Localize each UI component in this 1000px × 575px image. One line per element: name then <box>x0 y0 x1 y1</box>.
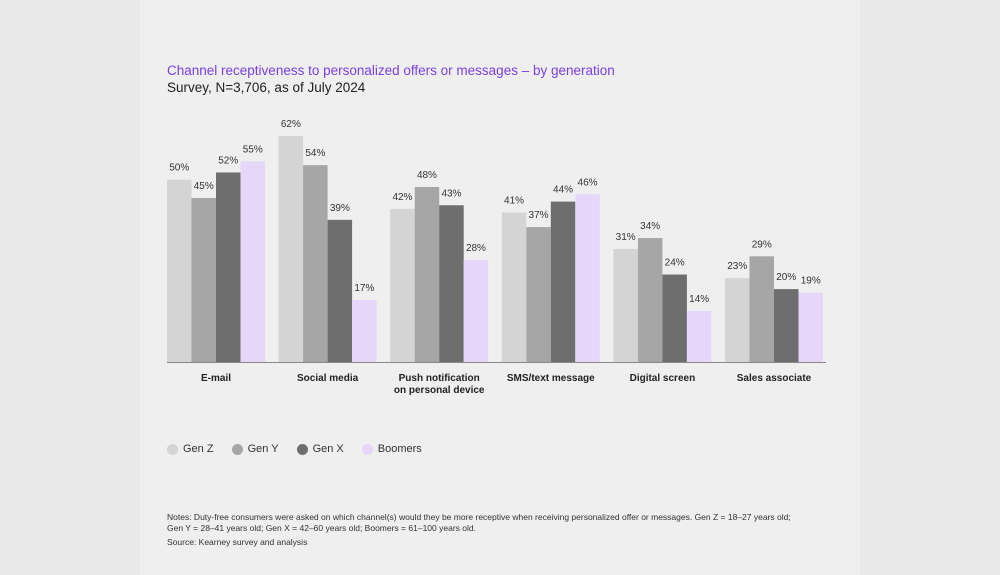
data-label: 45% <box>194 181 214 192</box>
bar-gen-y-3 <box>526 227 551 362</box>
data-label: 24% <box>665 258 685 269</box>
bar-boomers-0 <box>240 161 265 362</box>
legend-label: Gen Y <box>247 443 279 455</box>
data-label: 29% <box>752 239 772 250</box>
legend-swatch <box>361 443 373 455</box>
category-label: Push notification <box>399 373 480 384</box>
data-label: 41% <box>504 196 524 207</box>
legend-label: Gen Z <box>183 443 214 455</box>
category-label: SMS/text message <box>507 373 595 384</box>
data-label: 55% <box>243 145 263 156</box>
legend-label: Gen X <box>312 443 344 455</box>
data-label: 31% <box>616 232 636 243</box>
legend-item-gen-z: Gen Z <box>167 443 214 455</box>
bar-gen-z-4 <box>613 249 638 362</box>
chart-title: Channel receptiveness to personalized of… <box>167 63 615 78</box>
bar-gen-x-1 <box>327 219 353 362</box>
data-label: 48% <box>417 170 437 181</box>
category-label: Sales associate <box>737 373 812 384</box>
bar-gen-x-4 <box>662 274 687 362</box>
data-label: 20% <box>776 272 796 283</box>
bar-gen-x-3 <box>550 201 576 362</box>
legend-item-boomers: Boomers <box>361 443 422 455</box>
bar-gen-x-0 <box>216 172 241 362</box>
bar-gen-y-5 <box>749 256 774 362</box>
legend-swatch <box>231 443 243 455</box>
notes-line-2: Gen Y = 28–41 years old; Gen X = 42–60 y… <box>167 523 476 533</box>
data-label: 52% <box>218 155 238 166</box>
data-label: 23% <box>727 261 747 272</box>
bar-boomers-2 <box>463 259 489 362</box>
data-label: 37% <box>529 210 549 221</box>
bar-gen-z-1 <box>278 136 304 362</box>
bar-gen-x-2 <box>439 205 464 362</box>
bar-boomers-3 <box>575 194 600 362</box>
data-label: 43% <box>441 188 461 199</box>
bar-gen-y-4 <box>637 238 663 362</box>
chart-notes: Notes: Duty-free consumers were asked on… <box>167 512 827 534</box>
chart-subtitle: Survey, N=3,706, as of July 2024 <box>167 80 366 95</box>
bar-gen-y-0 <box>191 197 216 362</box>
data-label: 54% <box>305 148 325 159</box>
data-label: 17% <box>354 283 374 294</box>
legend-swatch <box>167 443 178 455</box>
data-label: 42% <box>392 192 412 203</box>
bar-boomers-4 <box>686 310 712 362</box>
bar-gen-z-5 <box>725 278 750 362</box>
bar-boomers-1 <box>352 300 377 362</box>
notes-line-1: Notes: Duty-free consumers were asked on… <box>167 512 791 522</box>
data-label: 46% <box>578 177 598 188</box>
data-label: 19% <box>801 276 821 287</box>
data-label: 50% <box>169 163 189 174</box>
category-label: Social media <box>297 373 359 384</box>
bar-boomers-5 <box>798 292 823 362</box>
data-label: 34% <box>640 221 660 232</box>
data-label: 28% <box>466 243 486 254</box>
data-label: 62% <box>281 119 301 130</box>
data-label: 39% <box>330 203 350 214</box>
bar-gen-y-1 <box>303 165 328 362</box>
bar-gen-y-2 <box>414 187 440 362</box>
category-label: E-mail <box>201 373 231 384</box>
legend-item-gen-y: Gen Y <box>231 443 279 455</box>
bar-gen-x-5 <box>774 289 799 362</box>
legend-item-gen-x: Gen X <box>296 443 344 455</box>
chart-source: Source: Kearney survey and analysis <box>167 537 308 547</box>
data-label: 44% <box>553 185 573 196</box>
bar-gen-z-3 <box>501 212 527 362</box>
legend-label: Boomers <box>377 443 422 455</box>
chart-legend: Gen Z Gen Y Gen X Boomers <box>167 443 422 455</box>
category-label: on personal device <box>394 385 485 396</box>
bar-gen-z-2 <box>390 208 415 362</box>
bar-gen-z-0 <box>167 179 192 362</box>
data-label: 14% <box>689 294 709 305</box>
category-label: Digital screen <box>630 373 696 384</box>
legend-swatch <box>296 443 308 455</box>
